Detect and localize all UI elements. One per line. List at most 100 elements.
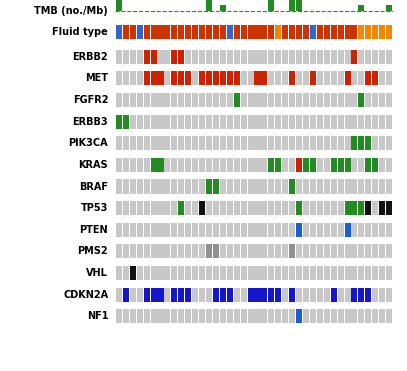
Bar <box>303 71 309 85</box>
Bar <box>365 158 371 172</box>
Bar <box>282 50 288 64</box>
Bar <box>254 50 260 64</box>
Bar <box>199 223 205 237</box>
Bar <box>317 71 323 85</box>
Bar <box>386 180 392 194</box>
Bar <box>164 115 171 129</box>
Bar <box>268 223 274 237</box>
Bar <box>116 244 122 259</box>
Bar <box>310 25 316 39</box>
Bar <box>317 266 323 280</box>
Bar <box>234 201 240 215</box>
Bar <box>220 309 226 323</box>
Bar <box>261 309 267 323</box>
Bar <box>116 309 122 323</box>
Bar <box>123 288 129 302</box>
Bar <box>144 115 150 129</box>
Bar <box>158 136 164 150</box>
Bar <box>344 25 350 39</box>
Bar <box>317 201 323 215</box>
Bar <box>116 115 122 129</box>
Bar <box>330 115 337 129</box>
Bar <box>379 180 385 194</box>
Bar <box>241 244 247 259</box>
Bar <box>358 309 364 323</box>
Text: ERBB3: ERBB3 <box>72 116 108 127</box>
Bar <box>220 25 226 39</box>
Bar <box>151 266 157 280</box>
Bar <box>192 180 198 194</box>
Bar <box>137 71 143 85</box>
Bar <box>151 158 157 172</box>
Bar <box>178 180 184 194</box>
Bar <box>192 115 198 129</box>
Bar <box>213 180 219 194</box>
Bar <box>344 223 350 237</box>
Bar <box>158 223 164 237</box>
Bar <box>227 136 233 150</box>
Bar <box>144 201 150 215</box>
Bar <box>213 136 219 150</box>
Bar <box>372 223 378 237</box>
Bar <box>296 93 302 107</box>
Bar <box>296 158 302 172</box>
Bar <box>171 71 177 85</box>
Bar <box>303 93 309 107</box>
Bar <box>171 180 177 194</box>
Bar <box>220 223 226 237</box>
Bar <box>185 93 191 107</box>
Bar <box>144 266 150 280</box>
Bar <box>199 158 205 172</box>
Bar <box>330 50 337 64</box>
Bar <box>220 158 226 172</box>
Bar <box>372 50 378 64</box>
Bar <box>268 50 274 64</box>
Bar <box>296 288 302 302</box>
Bar <box>337 288 344 302</box>
Bar <box>337 223 344 237</box>
Bar <box>234 50 240 64</box>
Bar <box>123 244 129 259</box>
Bar <box>144 158 150 172</box>
Bar <box>337 136 344 150</box>
Bar <box>261 158 267 172</box>
Text: KRAS: KRAS <box>79 160 108 170</box>
Bar <box>227 201 233 215</box>
Bar <box>379 244 385 259</box>
Bar <box>303 288 309 302</box>
Bar <box>379 50 385 64</box>
Text: TP53: TP53 <box>81 203 108 213</box>
Bar <box>296 309 302 323</box>
Bar <box>372 93 378 107</box>
Bar <box>351 201 357 215</box>
Bar <box>130 309 136 323</box>
Bar <box>178 71 184 85</box>
Bar <box>144 25 150 39</box>
Bar <box>254 288 260 302</box>
Bar <box>130 93 136 107</box>
Bar <box>310 244 316 259</box>
Text: TMB (no./Mb): TMB (no./Mb) <box>35 6 108 16</box>
Text: NF1: NF1 <box>87 311 108 321</box>
Bar <box>324 288 330 302</box>
Bar <box>365 180 371 194</box>
Bar <box>358 136 364 150</box>
Bar <box>303 136 309 150</box>
Bar <box>337 158 344 172</box>
Bar <box>234 25 240 39</box>
Bar <box>247 25 254 39</box>
Bar <box>185 115 191 129</box>
Bar <box>275 244 281 259</box>
Bar <box>213 71 219 85</box>
Bar <box>206 223 212 237</box>
Bar <box>358 25 364 39</box>
Bar <box>247 71 254 85</box>
Bar <box>324 201 330 215</box>
Bar <box>220 5 226 12</box>
Bar <box>254 223 260 237</box>
Bar <box>337 115 344 129</box>
Bar <box>268 288 274 302</box>
Bar <box>192 309 198 323</box>
Bar <box>296 71 302 85</box>
Bar <box>192 136 198 150</box>
